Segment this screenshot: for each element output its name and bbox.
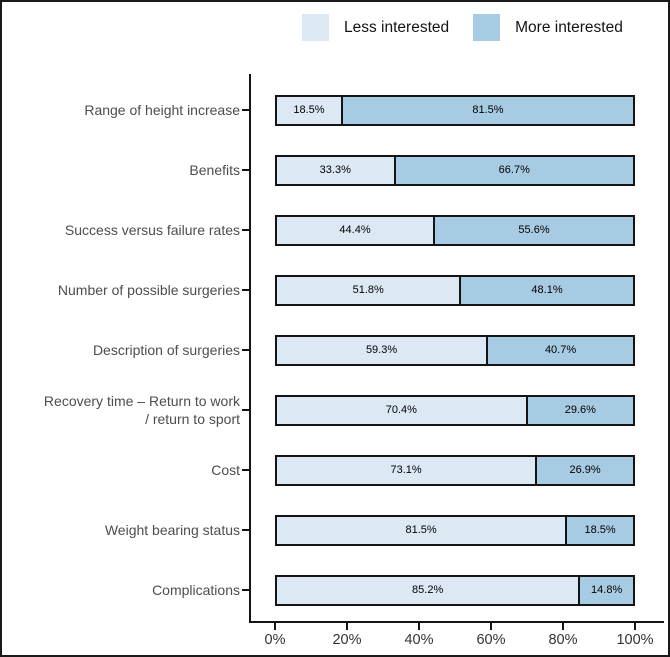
bar-value-label: 73.1% <box>390 464 422 476</box>
x-axis-tick <box>562 623 564 630</box>
category-label: Number of possible surgeries <box>57 282 240 298</box>
y-axis-tick <box>242 169 250 171</box>
bar-segment-less-interested: 33.3% <box>277 156 396 184</box>
y-axis-line <box>249 74 251 623</box>
bar-value-label: 14.8% <box>591 584 623 596</box>
bar-value-label: 55.6% <box>518 224 550 236</box>
bar-segment-less-interested: 44.4% <box>277 216 436 244</box>
category-label: Description of surgeries <box>92 342 240 358</box>
stacked-bar: 81.5% 18.5% <box>275 514 635 546</box>
bar-segment-less-interested: 51.8% <box>277 276 462 304</box>
y-axis-tick <box>242 409 250 411</box>
stacked-bar: 44.4% 55.6% <box>275 214 635 246</box>
x-axis-tick <box>418 623 420 630</box>
x-axis-tick <box>346 623 348 630</box>
legend-swatch-less-interested <box>302 14 329 41</box>
category-label: Recovery time – Return to work / return … <box>43 393 240 427</box>
legend-entry-less-interested: Less interested <box>302 14 449 41</box>
x-axis-tick <box>490 623 492 630</box>
y-axis-tick <box>242 349 250 351</box>
bar-value-label: 48.1% <box>531 284 563 296</box>
category-label: Cost <box>211 462 240 478</box>
bar-segment-less-interested: 59.3% <box>277 336 489 364</box>
y-axis-tick <box>242 469 250 471</box>
x-axis-tick <box>274 623 276 630</box>
bar-value-label: 18.5% <box>293 104 325 116</box>
bar-segment-more-interested: 14.8% <box>580 576 633 604</box>
category-label: Benefits <box>189 162 240 178</box>
bar-value-label: 44.4% <box>339 224 371 236</box>
category-label: Weight bearing status <box>104 522 240 538</box>
bar-value-label: 40.7% <box>544 344 577 356</box>
bar-segment-more-interested: 81.5% <box>342 96 633 124</box>
stacked-bar: 18.5% 81.5% <box>275 94 635 126</box>
bar-value-label: 33.3% <box>319 164 351 176</box>
bar-value-label: 51.8% <box>352 284 384 296</box>
bar-segment-less-interested: 85.2% <box>277 576 581 604</box>
stacked-bar: 51.8% 48.1% <box>275 274 635 306</box>
x-axis-tick-label: 80% <box>548 632 578 648</box>
y-axis-tick <box>242 109 250 111</box>
bar-value-label: 70.4% <box>385 404 417 416</box>
x-axis-tick <box>634 623 636 630</box>
bar-segment-less-interested: 81.5% <box>277 516 568 544</box>
stacked-bar: 73.1% 26.9% <box>275 454 635 486</box>
category-label: Success versus failure rates <box>64 222 240 238</box>
bar-segment-more-interested: 55.6% <box>435 216 633 244</box>
bar-segment-more-interested: 26.9% <box>537 456 633 484</box>
x-axis-line <box>249 621 664 623</box>
bar-segment-more-interested: 66.7% <box>395 156 633 184</box>
bar-segment-more-interested: 40.7% <box>488 336 633 364</box>
bar-value-label: 29.6% <box>564 404 596 416</box>
category-label: Range of height increase <box>84 102 240 118</box>
stacked-bar: 59.3% 40.7% <box>275 334 635 366</box>
legend-label-less-interested: Less interested <box>344 18 450 36</box>
x-axis-tick-label: 0% <box>264 632 286 648</box>
bar-value-label: 26.9% <box>569 464 601 476</box>
category-label: Complications <box>152 582 240 598</box>
bar-segment-more-interested: 48.1% <box>461 276 633 304</box>
y-axis-tick <box>242 589 250 591</box>
y-axis-tick <box>242 289 250 291</box>
x-axis-tick-label: 40% <box>404 632 434 648</box>
legend-entry-more-interested: More interested <box>473 14 623 41</box>
x-axis-tick-label: 100% <box>616 632 654 648</box>
x-axis-tick-label: 60% <box>476 632 506 648</box>
bar-value-label: 18.5% <box>584 524 616 536</box>
x-axis-tick-label: 20% <box>332 632 362 648</box>
stacked-bar: 70.4% 29.6% <box>275 394 635 426</box>
bar-value-label: 59.3% <box>365 344 398 356</box>
legend: Less interested More interested <box>302 14 623 41</box>
bar-value-label: 81.5% <box>472 104 504 116</box>
stacked-bar: 33.3% 66.7% <box>275 154 635 186</box>
bar-segment-more-interested: 18.5% <box>567 516 633 544</box>
bar-segment-less-interested: 73.1% <box>277 456 538 484</box>
bar-value-label: 81.5% <box>405 524 437 536</box>
legend-label-more-interested: More interested <box>515 18 623 36</box>
stacked-bar: 85.2% 14.8% <box>275 574 635 606</box>
legend-swatch-more-interested <box>473 14 501 41</box>
bar-segment-less-interested: 70.4% <box>277 396 528 424</box>
y-axis-tick <box>242 229 250 231</box>
bar-value-label: 66.7% <box>498 164 530 176</box>
y-axis-tick <box>242 529 250 531</box>
bar-segment-more-interested: 29.6% <box>527 396 633 424</box>
bar-value-label: 85.2% <box>412 584 444 596</box>
bar-segment-less-interested: 18.5% <box>277 96 343 124</box>
